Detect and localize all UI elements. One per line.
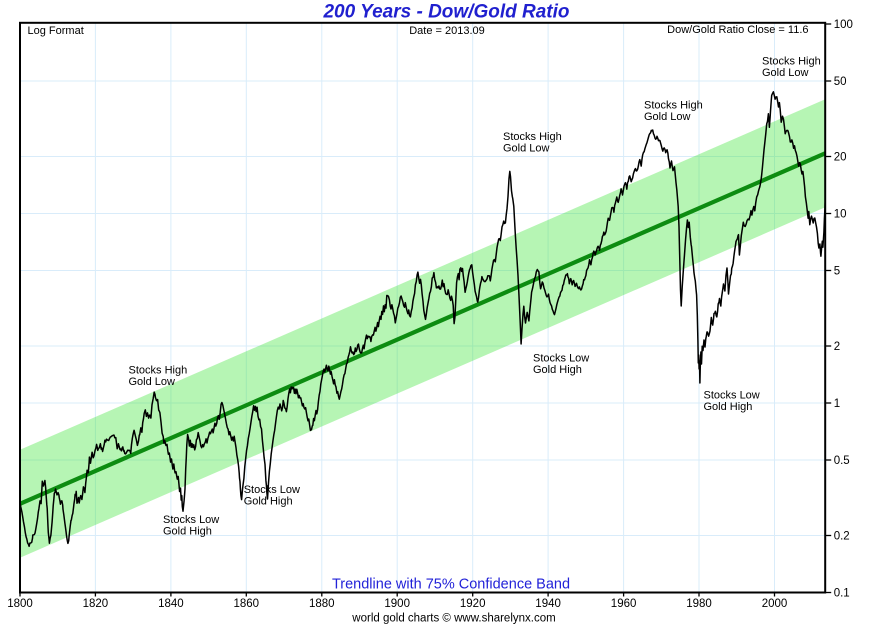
svg-text:Stocks High: Stocks High bbox=[129, 365, 188, 377]
svg-text:5: 5 bbox=[834, 266, 840, 278]
svg-text:10: 10 bbox=[834, 209, 847, 221]
svg-text:Gold High: Gold High bbox=[163, 526, 212, 538]
svg-text:2: 2 bbox=[834, 341, 840, 353]
svg-text:Log Format: Log Format bbox=[28, 25, 84, 37]
svg-text:1960: 1960 bbox=[611, 598, 637, 610]
svg-text:Stocks High: Stocks High bbox=[503, 131, 562, 143]
svg-text:Gold Low: Gold Low bbox=[762, 67, 809, 79]
svg-text:Gold Low: Gold Low bbox=[129, 376, 176, 388]
svg-text:1820: 1820 bbox=[83, 598, 109, 610]
svg-text:20: 20 bbox=[834, 152, 847, 164]
svg-text:200 Years - Dow/Gold Ratio: 200 Years - Dow/Gold Ratio bbox=[322, 2, 569, 23]
svg-text:1900: 1900 bbox=[384, 598, 410, 610]
svg-text:0.1: 0.1 bbox=[834, 588, 850, 600]
svg-text:0.5: 0.5 bbox=[834, 455, 850, 467]
svg-text:Gold High: Gold High bbox=[244, 496, 293, 508]
svg-text:Gold Low: Gold Low bbox=[644, 111, 691, 123]
svg-text:1940: 1940 bbox=[535, 598, 561, 610]
svg-text:Stocks Low: Stocks Low bbox=[163, 514, 219, 526]
svg-text:1980: 1980 bbox=[686, 598, 712, 610]
svg-text:0.2: 0.2 bbox=[834, 531, 850, 543]
svg-text:Trendline with 75% Confidence: Trendline with 75% Confidence Band bbox=[332, 577, 570, 593]
svg-text:1800: 1800 bbox=[7, 598, 33, 610]
svg-text:1880: 1880 bbox=[309, 598, 335, 610]
svg-text:Dow/Gold Ratio Close = 11.6: Dow/Gold Ratio Close = 11.6 bbox=[667, 24, 808, 36]
svg-text:Stocks High: Stocks High bbox=[762, 56, 821, 68]
svg-text:2000: 2000 bbox=[762, 598, 788, 610]
svg-text:1: 1 bbox=[834, 398, 840, 410]
svg-text:Gold Low: Gold Low bbox=[503, 143, 550, 155]
svg-text:1860: 1860 bbox=[234, 598, 260, 610]
svg-text:Stocks Low: Stocks Low bbox=[704, 389, 760, 401]
svg-text:Stocks High: Stocks High bbox=[644, 100, 703, 112]
svg-text:50: 50 bbox=[834, 76, 847, 88]
svg-text:100: 100 bbox=[834, 19, 853, 31]
svg-text:Stocks Low: Stocks Low bbox=[533, 353, 589, 365]
svg-text:Gold High: Gold High bbox=[704, 401, 753, 413]
svg-text:Stocks Low: Stocks Low bbox=[244, 484, 300, 496]
svg-text:1920: 1920 bbox=[460, 598, 486, 610]
svg-text:Date = 2013.09: Date = 2013.09 bbox=[409, 25, 485, 37]
svg-text:world gold charts © www.sharel: world gold charts © www.sharelynx.com bbox=[351, 613, 555, 625]
svg-text:Gold High: Gold High bbox=[533, 364, 582, 376]
svg-text:1840: 1840 bbox=[158, 598, 184, 610]
